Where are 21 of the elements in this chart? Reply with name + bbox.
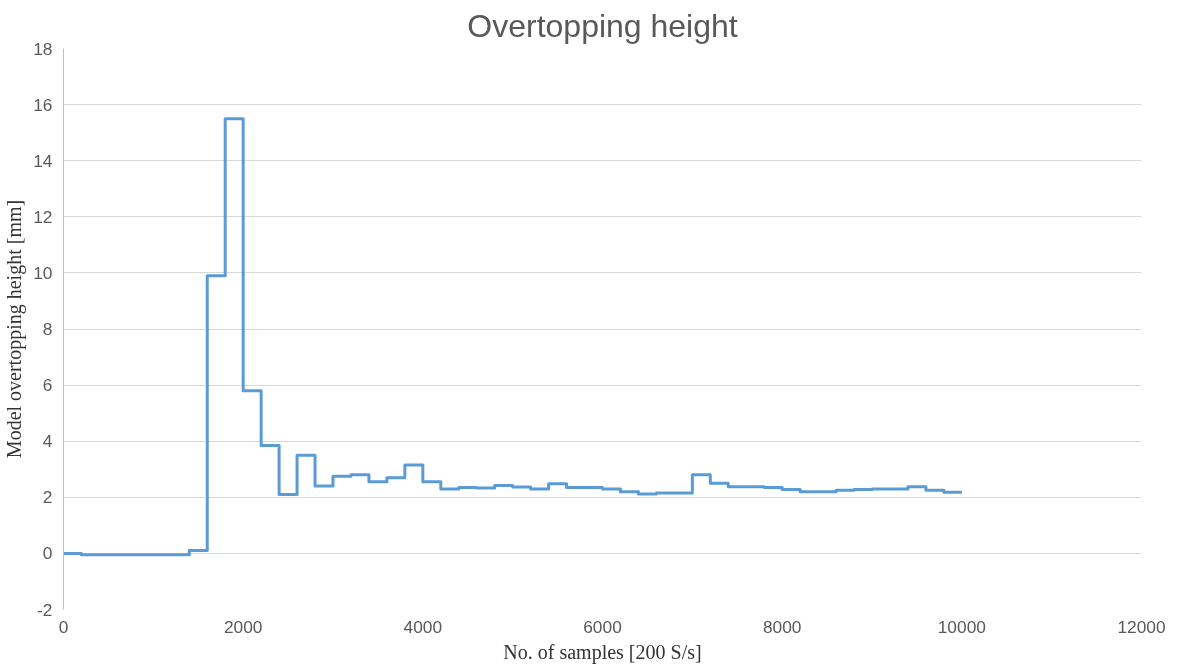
- y-tick-label: 0: [42, 543, 53, 564]
- y-tick-label: 10: [33, 262, 53, 283]
- x-tick-label: 10000: [937, 616, 986, 637]
- x-tick-label: 12000: [1117, 616, 1166, 637]
- x-axis-title: No. of samples [200 S/s]: [503, 640, 702, 664]
- x-tick-label: 8000: [762, 616, 802, 637]
- y-tick-label: 14: [33, 150, 53, 171]
- y-tick-label: 2: [42, 487, 53, 508]
- y-tick-label: -2: [37, 599, 53, 620]
- y-tick-label: 4: [42, 431, 53, 452]
- x-tick-label: 4000: [403, 616, 443, 637]
- chart-title: Overtopping height: [467, 7, 738, 44]
- y-tick-label: 6: [42, 375, 53, 396]
- y-tick-label: 18: [33, 38, 53, 59]
- y-tick-label: 12: [33, 206, 53, 227]
- y-tick-label: 16: [33, 94, 53, 115]
- y-axis-title: Model overtopping height [mm]: [3, 199, 27, 459]
- x-tick-label: 0: [58, 616, 69, 637]
- x-tick-label: 2000: [223, 616, 263, 637]
- y-tick-label: 8: [42, 319, 53, 339]
- x-tick-label: 6000: [583, 616, 622, 637]
